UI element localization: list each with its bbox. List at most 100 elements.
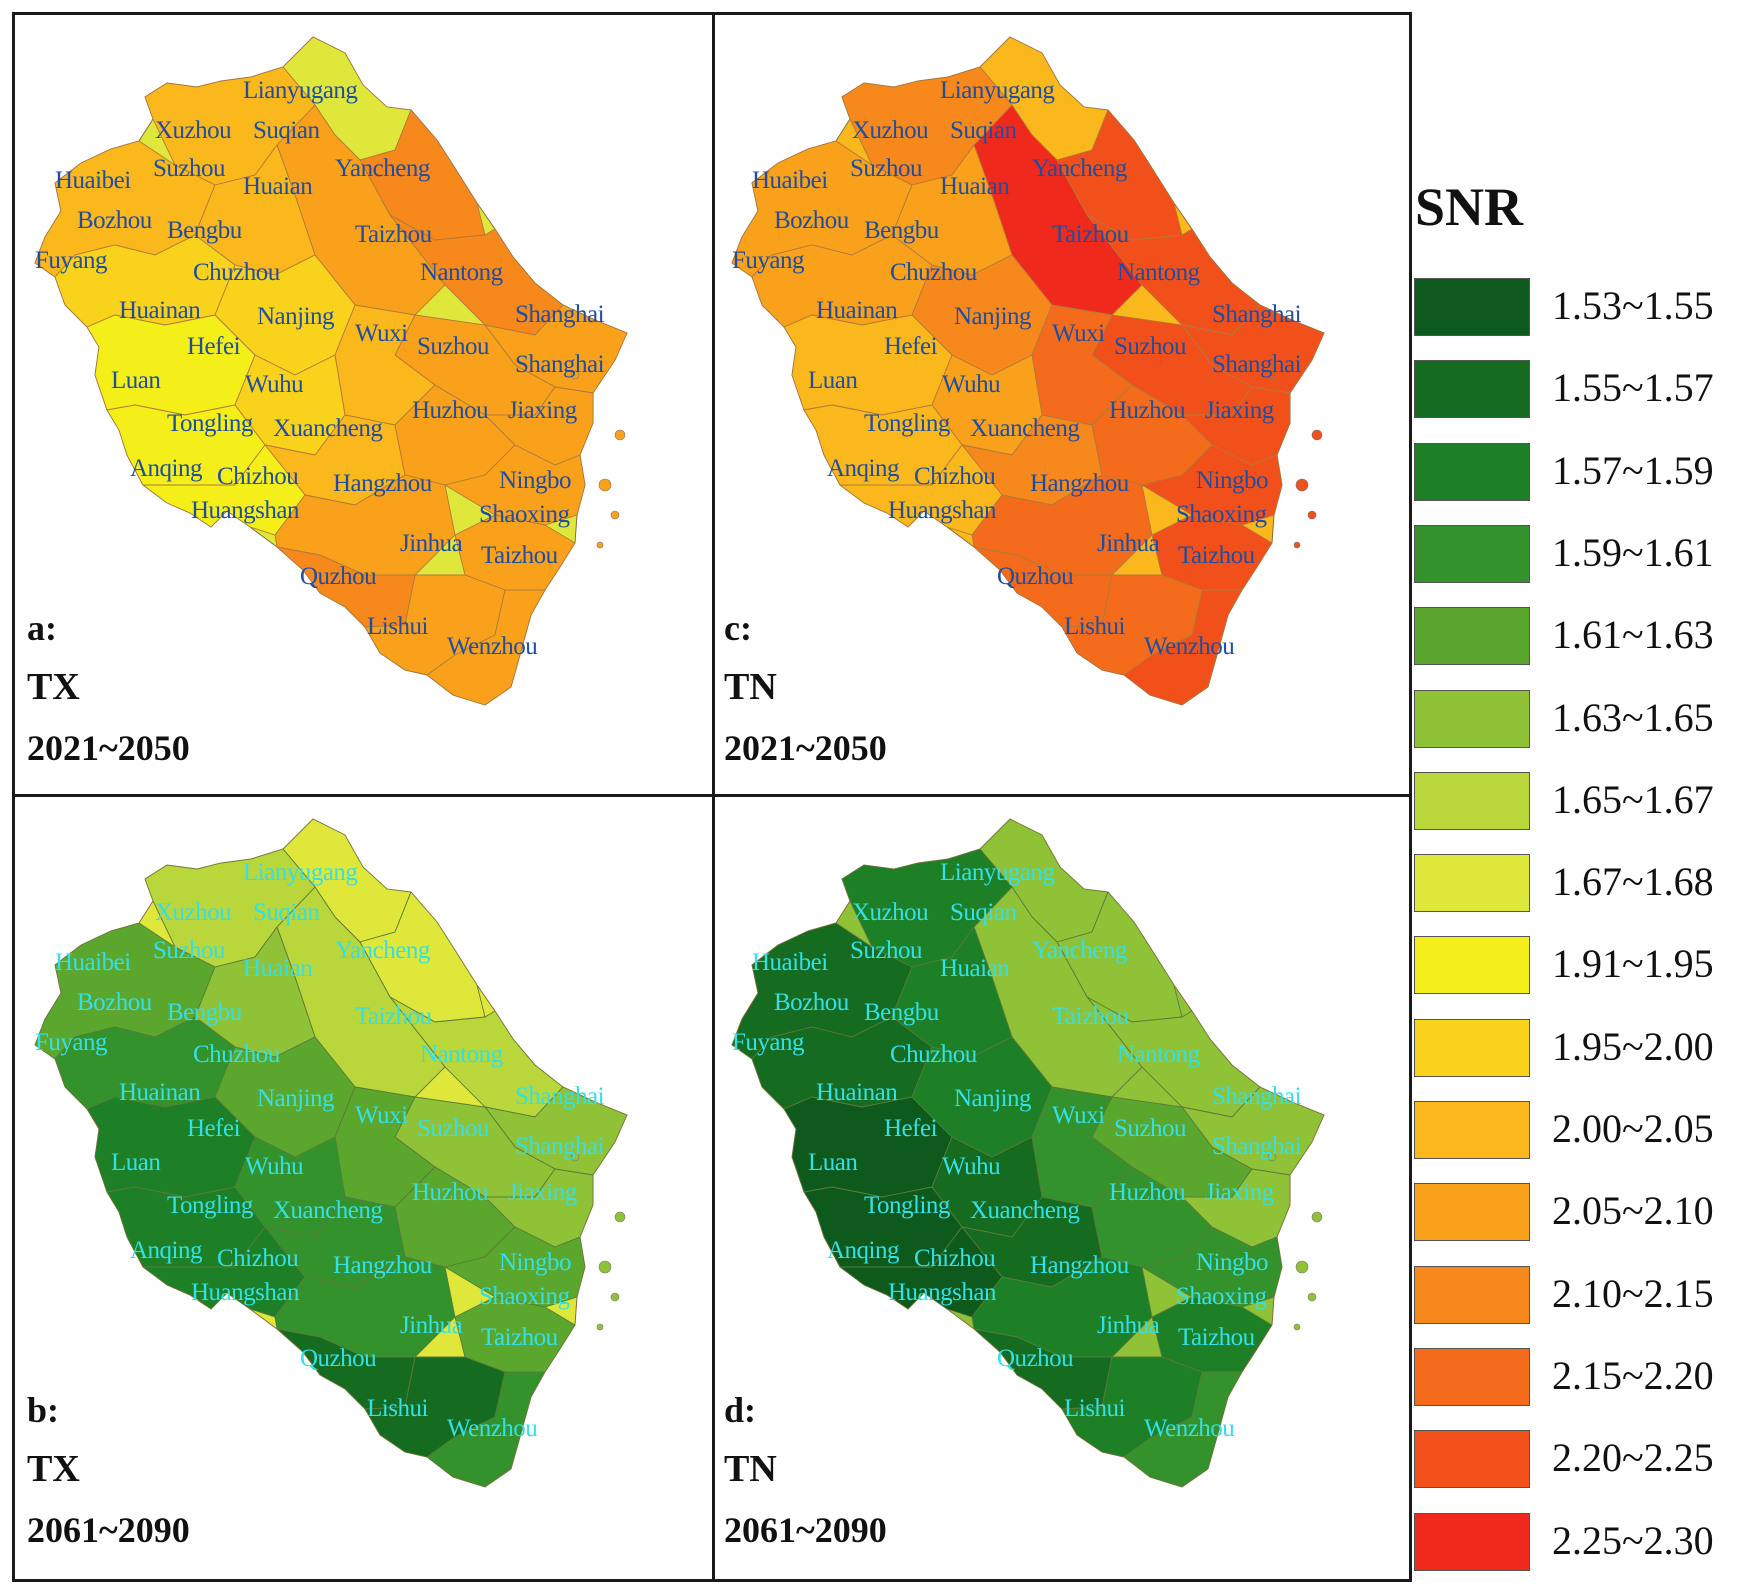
city-label: Chizhou: [914, 1245, 996, 1272]
city-label: Huaibei: [752, 949, 828, 976]
city-label: Huangshan: [888, 497, 996, 524]
city-label: Jinhua: [1097, 1312, 1160, 1339]
city-label: Suzhou: [1114, 333, 1187, 360]
city-label: Quzhou: [997, 1345, 1074, 1372]
panel-var: TX: [27, 1448, 80, 1490]
city-label: Nantong: [420, 1041, 503, 1068]
city-label: Bengbu: [864, 217, 939, 244]
coastal-island: [596, 1323, 604, 1331]
legend-label: 1.61~1.63: [1552, 612, 1714, 658]
city-label: Hangzhou: [1030, 470, 1129, 497]
legend-label: 2.25~2.30: [1552, 1517, 1714, 1563]
city-label: Chuzhou: [193, 1041, 280, 1068]
city-label: Huaian: [940, 173, 1010, 200]
legend-swatch: [1414, 1347, 1530, 1406]
city-label: Yancheng: [335, 937, 430, 964]
legend-swatch: [1414, 771, 1530, 830]
city-label: Anqing: [130, 455, 203, 482]
city-label: Nantong: [420, 259, 503, 286]
city-label: Suqian: [950, 117, 1017, 144]
coastal-island: [598, 478, 612, 492]
city-label: Huaibei: [55, 949, 131, 976]
city-label: Wuxi: [1052, 1102, 1105, 1129]
city-label: Hefei: [884, 333, 938, 360]
city-label: Luan: [111, 1149, 161, 1176]
city-label: Wuhu: [942, 371, 1001, 398]
city-label: Wenzhou: [1144, 1415, 1235, 1442]
city-label: Yancheng: [1032, 937, 1127, 964]
legend-label: 1.55~1.57: [1552, 365, 1714, 411]
coastal-island: [598, 1260, 612, 1274]
region-map: [731, 36, 1325, 706]
city-label: Ningbo: [499, 1249, 572, 1276]
panel-divider: [712, 15, 715, 1582]
map-panel-a: Lianyugang Xuzhou Suqian Huaibei Suzhou Huaia…: [15, 15, 712, 797]
city-label: Jiaxing: [508, 1179, 577, 1206]
legend-title: SNR: [1415, 177, 1524, 237]
legend-swatch: [1414, 689, 1530, 748]
city-label: Nantong: [1117, 259, 1200, 286]
city-region: [1086, 996, 1261, 1118]
city-label: Wenzhou: [447, 1415, 538, 1442]
panel-period: 2021~2050: [724, 728, 887, 768]
city-region: [1086, 214, 1261, 336]
city-region: [86, 314, 256, 416]
city-label: Bozhou: [774, 207, 849, 234]
city-label: Xuzhou: [155, 899, 232, 926]
city-label: Huzhou: [412, 1179, 489, 1206]
city-label: Huzhou: [1109, 397, 1186, 424]
legend-swatch: [1414, 360, 1530, 419]
city-label: Bozhou: [77, 989, 152, 1016]
city-label: Huangshan: [191, 1279, 299, 1306]
city-label: Jinhua: [400, 530, 463, 557]
city-label: Shanghai: [1212, 351, 1302, 378]
city-label: Chizhou: [217, 463, 299, 490]
panel-var: TX: [27, 666, 80, 708]
city-label: Jiaxing: [508, 397, 577, 424]
city-label: Wuxi: [355, 1102, 408, 1129]
city-label: Lishui: [367, 1395, 428, 1422]
legend-swatch: [1414, 1183, 1530, 1242]
city-label: Suqian: [950, 899, 1017, 926]
city-label: Shaoxing: [479, 501, 570, 528]
city-label: Hangzhou: [1030, 1252, 1129, 1279]
city-label: Anqing: [130, 1237, 203, 1264]
city-label: Wenzhou: [447, 633, 538, 660]
city-label: Bengbu: [167, 999, 242, 1026]
city-label: Chuzhou: [890, 259, 977, 286]
region-map: [34, 818, 628, 1488]
city-label: Lianyugang: [243, 859, 358, 886]
coastal-island: [570, 1152, 580, 1162]
city-region: [426, 1371, 546, 1487]
city-label: Xuancheng: [273, 415, 383, 442]
city-label: Lishui: [1064, 1395, 1125, 1422]
city-label: Nanjing: [954, 303, 1032, 330]
city-region: [783, 314, 953, 416]
coastal-island: [1293, 541, 1301, 549]
city-label: Xuancheng: [970, 415, 1080, 442]
city-region: [86, 1096, 256, 1198]
city-label: Taizhou: [355, 1003, 432, 1030]
city-region: [1123, 1371, 1243, 1487]
city-label: Xuzhou: [852, 117, 929, 144]
city-label: Chuzhou: [890, 1041, 977, 1068]
city-label: Chuzhou: [193, 259, 280, 286]
city-label: Quzhou: [300, 1345, 377, 1372]
legend-label: 1.65~1.67: [1552, 776, 1714, 822]
city-label: Shanghai: [515, 1083, 605, 1110]
legend-label: 2.00~2.05: [1552, 1106, 1714, 1151]
city-label: Jinhua: [1097, 530, 1160, 557]
panel-letter: d:: [724, 1390, 757, 1430]
map-panel-b: Lianyugang Xuzhou Suqian Huaibei Suzhou Huaia…: [15, 797, 712, 1579]
coastal-island: [1295, 1260, 1309, 1274]
city-label: Huaibei: [752, 167, 828, 194]
city-label: Taizhou: [481, 1324, 558, 1351]
city-label: Shaoxing: [479, 1283, 570, 1310]
region-map: [731, 818, 1325, 1488]
legend-label: 2.05~2.10: [1552, 1188, 1714, 1234]
coastal-island: [1307, 510, 1317, 520]
city-label: Suqian: [253, 899, 320, 926]
city-label: Wenzhou: [1144, 633, 1235, 660]
coastal-island: [596, 541, 604, 549]
city-label: Suzhou: [153, 155, 226, 182]
